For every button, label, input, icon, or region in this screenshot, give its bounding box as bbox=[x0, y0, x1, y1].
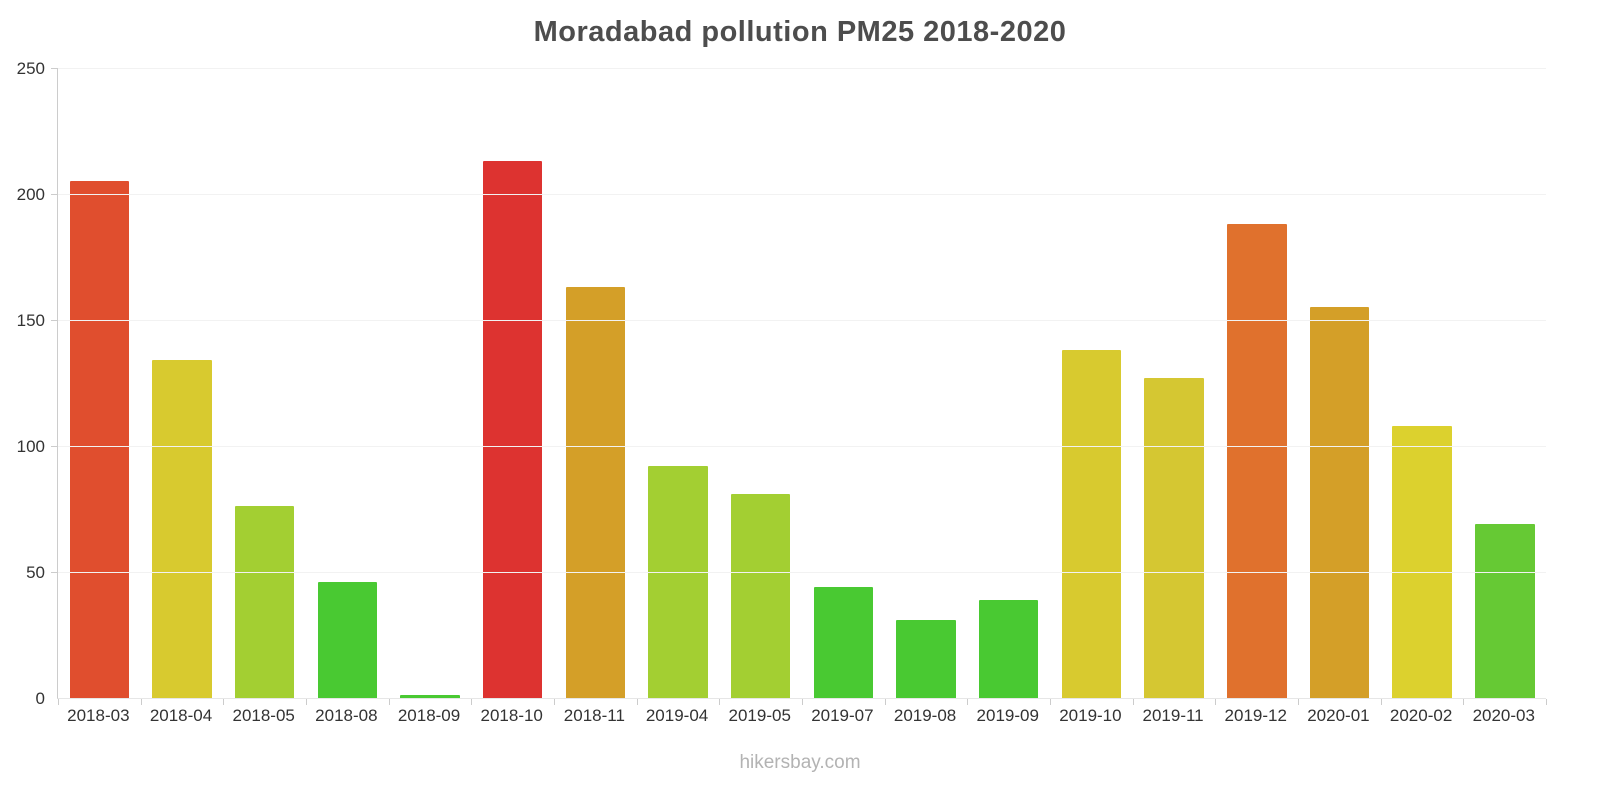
gridline-250 bbox=[51, 68, 1546, 69]
bar-2019-04[interactable] bbox=[648, 466, 708, 698]
x-axis-tick bbox=[802, 699, 803, 705]
bar-slot-2020-02 bbox=[1381, 68, 1464, 698]
y-tick-label-50: 50 bbox=[26, 563, 45, 582]
bar-slot-2018-04 bbox=[141, 68, 224, 698]
bar-2019-09[interactable] bbox=[978, 599, 1039, 698]
x-tick-label-2019-10: 2019-10 bbox=[1059, 706, 1122, 725]
bar-2018-04[interactable] bbox=[152, 360, 212, 698]
gridline-200 bbox=[51, 194, 1546, 195]
bar-2019-05[interactable] bbox=[730, 493, 791, 698]
x-tick-label-2019-12: 2019-12 bbox=[1224, 706, 1287, 725]
bar-2020-01[interactable] bbox=[1309, 307, 1370, 698]
y-tick-label-150: 150 bbox=[16, 311, 45, 330]
chart-title: Moradabad pollution PM25 2018-2020 bbox=[533, 16, 1067, 48]
x-tick-label-2019-05: 2019-05 bbox=[728, 706, 791, 725]
bar-slot-2020-01 bbox=[1298, 68, 1381, 698]
x-axis-tick bbox=[223, 699, 225, 705]
x-axis-tick bbox=[636, 699, 638, 705]
x-axis-tick bbox=[1546, 699, 1547, 705]
bar-2019-07[interactable] bbox=[813, 587, 874, 698]
x-tick-label-2019-09: 2019-09 bbox=[976, 706, 1039, 725]
bar-2019-11[interactable] bbox=[1144, 377, 1204, 698]
bar-slot-2018-05 bbox=[223, 68, 306, 698]
x-axis-tick bbox=[1215, 699, 1217, 705]
y-tick-label-100: 100 bbox=[16, 437, 45, 456]
x-axis-labels: 2018-03 2018-04 2018-05 2018-08 2018-09 2018-… bbox=[57, 706, 1545, 726]
x-tick-label-2020-01: 2020-01 bbox=[1307, 706, 1370, 725]
bar-2018-11[interactable] bbox=[565, 287, 626, 698]
bar-2018-03[interactable] bbox=[69, 181, 130, 698]
y-tick-label-0: 0 bbox=[35, 689, 45, 708]
x-tick-label-2019-08: 2019-08 bbox=[893, 706, 957, 725]
bar-slot-2018-11 bbox=[554, 68, 637, 698]
bar-slot-2018-09 bbox=[389, 68, 472, 698]
bar-2018-09[interactable] bbox=[400, 695, 460, 698]
gridline-150 bbox=[51, 320, 1546, 321]
bar-slot-2019-08 bbox=[885, 68, 968, 698]
x-tick-label-2018-11: 2018-11 bbox=[563, 706, 625, 725]
bar-slot-2019-04 bbox=[637, 68, 720, 698]
x-axis-tick bbox=[58, 699, 59, 705]
x-tick-label-2018-03: 2018-03 bbox=[67, 706, 130, 725]
bar-2019-10[interactable] bbox=[1061, 350, 1122, 698]
plot-area: 0 50 100 150 200 250 bbox=[17, 59, 1547, 708]
bar-2020-03[interactable] bbox=[1475, 524, 1535, 698]
bar-slot-2020-03 bbox=[1463, 68, 1546, 698]
x-axis-tick bbox=[554, 699, 555, 705]
bar-slot-2019-12 bbox=[1215, 68, 1298, 698]
x-tick-label-2019-11: 2019-11 bbox=[1142, 706, 1204, 725]
x-axis-tick bbox=[967, 699, 969, 705]
x-tick-label-2018-10: 2018-10 bbox=[480, 706, 543, 725]
bar-2020-02[interactable] bbox=[1392, 425, 1452, 698]
bar-slot-2019-10 bbox=[1050, 68, 1133, 698]
x-axis-tick bbox=[1298, 699, 1299, 705]
bar-2018-05[interactable] bbox=[234, 506, 295, 698]
bar-2018-08[interactable] bbox=[317, 582, 378, 698]
x-axis-tick bbox=[1132, 699, 1134, 705]
x-tick-label-2018-04: 2018-04 bbox=[149, 706, 213, 725]
bar-slot-2019-05 bbox=[719, 68, 802, 698]
x-tick-label-2018-08: 2018-08 bbox=[315, 706, 378, 725]
x-tick-label-2019-04: 2019-04 bbox=[645, 706, 709, 725]
bar-slot-2018-10 bbox=[471, 68, 554, 698]
gridline-100 bbox=[51, 446, 1546, 447]
bar-2019-12[interactable] bbox=[1226, 224, 1287, 698]
x-tick-label-2019-07: 2019-07 bbox=[811, 706, 874, 725]
x-axis-tick bbox=[719, 699, 721, 705]
x-axis-tick bbox=[140, 699, 142, 705]
x-axis-tick bbox=[1050, 699, 1051, 705]
x-tick-label-2020-03: 2020-03 bbox=[1472, 706, 1535, 725]
x-tick-label-2020-02: 2020-02 bbox=[1389, 706, 1453, 725]
y-tick-label-200: 200 bbox=[16, 185, 45, 204]
bar-slot-2019-09 bbox=[967, 68, 1050, 698]
bar-2019-08[interactable] bbox=[896, 619, 956, 698]
bar-slot-2019-11 bbox=[1133, 68, 1216, 698]
x-axis-tick bbox=[884, 699, 886, 705]
bar-2018-10[interactable] bbox=[482, 161, 543, 698]
gridline-50 bbox=[51, 572, 1546, 573]
x-axis-tick bbox=[306, 699, 307, 705]
bar-slot-2019-07 bbox=[802, 68, 885, 698]
bar-slot-2018-03 bbox=[58, 68, 141, 698]
watermark-text: hikersbay.com bbox=[739, 752, 861, 773]
x-tick-label-2018-09: 2018-09 bbox=[397, 706, 461, 725]
x-axis-tick bbox=[388, 699, 390, 705]
bars-row bbox=[58, 68, 1546, 698]
y-tick-label-250: 250 bbox=[16, 59, 45, 78]
x-axis-tick bbox=[1463, 699, 1465, 705]
bar-slot-2018-08 bbox=[306, 68, 389, 698]
x-axis-tick bbox=[1380, 699, 1382, 705]
x-axis-tick bbox=[471, 699, 473, 705]
x-tick-label-2018-05: 2018-05 bbox=[232, 706, 295, 725]
